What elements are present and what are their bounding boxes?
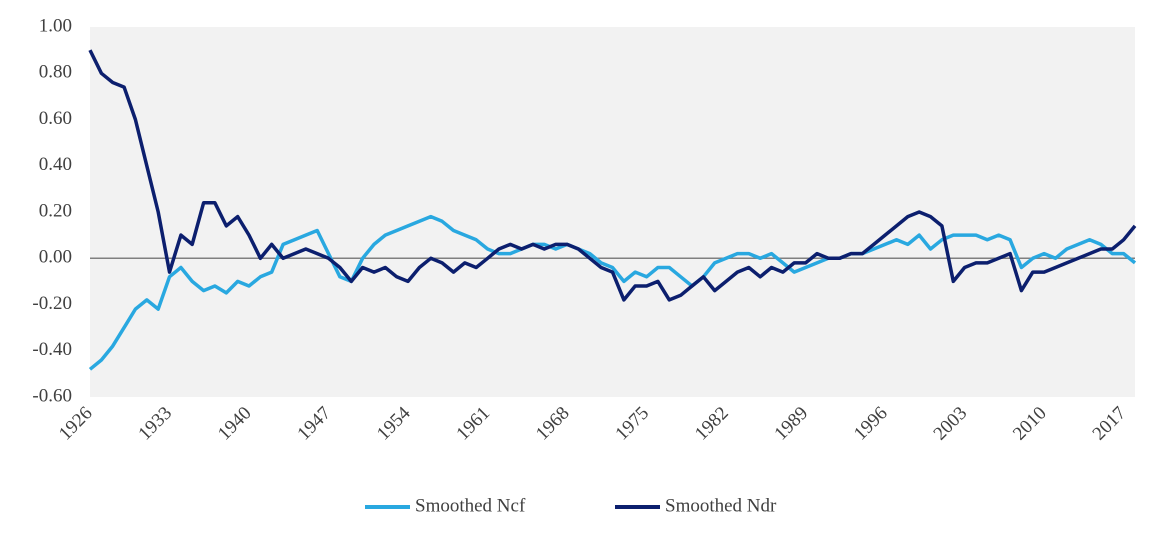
y-tick-label: 1.00 [39,15,72,36]
x-tick-label: 1940 [214,403,256,445]
x-tick-label: 1961 [452,403,494,445]
x-tick-label: 2010 [1009,403,1051,445]
y-tick-label: 0.00 [39,247,72,268]
plot-area [90,27,1135,397]
x-tick-label: 1926 [55,403,97,445]
y-tick-label: 0.60 [39,108,72,129]
series-line [88,214,1137,371]
x-tick-label: 1933 [134,403,176,445]
y-tick-label: -0.40 [32,339,72,360]
y-tick-label: 0.40 [39,154,72,175]
legend-label: Smoothed Ncf [415,495,526,516]
y-tick-label: 0.20 [39,200,72,221]
legend-label: Smoothed Ndr [665,495,777,516]
x-tick-label: 1954 [373,402,415,444]
x-tick-label: 1996 [850,403,892,445]
x-tick-label: 2003 [930,403,972,445]
series-line [88,49,1137,302]
y-tick-label: -0.20 [32,293,72,314]
y-tick-label: 0.80 [39,62,72,83]
x-tick-label: 1975 [611,403,653,445]
x-tick-label: 1947 [293,403,335,445]
y-tick-label: -0.60 [32,385,72,406]
x-tick-label: 1989 [770,403,812,445]
x-tick-label: 1968 [532,403,574,445]
x-tick-label: 2017 [1089,403,1131,445]
x-tick-label: 1982 [691,403,733,445]
